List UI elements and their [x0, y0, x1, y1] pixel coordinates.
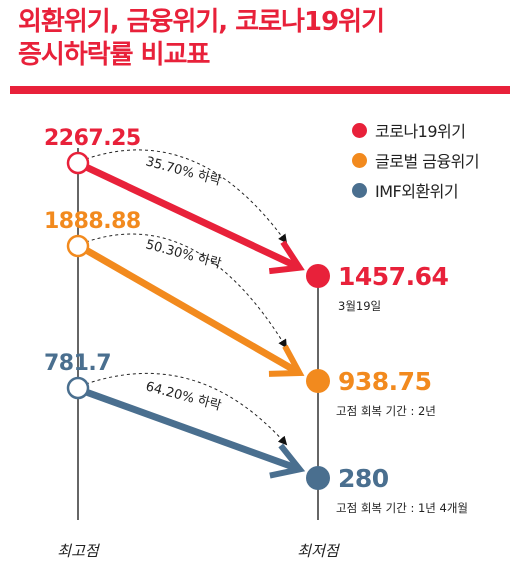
- series-line-covid: [84, 163, 298, 270]
- peak-label-covid: 2267.25: [44, 126, 141, 151]
- legend-dot-financial: [352, 152, 367, 168]
- legend-label-financial: 글로벌 금융위기: [375, 152, 480, 171]
- chart-title: 외환위기, 금융위기, 코로나19위기 증시하락률 비교표: [18, 6, 508, 72]
- legend: 코로나19위기 글로벌 금융위기 IMF외환위기: [352, 115, 480, 205]
- title-line-2: 증시하락률 비교표: [18, 40, 210, 70]
- guide-arrow-financial: [85, 233, 287, 349]
- x-tick-label-trough: 최저점: [297, 542, 341, 560]
- legend-dot-covid: [352, 122, 367, 138]
- trough-label-financial: 938.75: [338, 367, 431, 396]
- legend-item-covid: 코로나19위기: [352, 115, 479, 145]
- decline-label-covid: 35.70% 하락: [144, 154, 223, 189]
- series-arrowhead-financial: [268, 344, 305, 377]
- trough-label-imf: 280: [338, 464, 389, 493]
- x-tick-label-peak: 최고점: [57, 542, 101, 560]
- guide-arrow-imf: [85, 373, 288, 446]
- legend-label-imf: IMF외환위기: [375, 182, 459, 201]
- series-arrowhead-covid: [268, 240, 305, 275]
- trough-note-covid: 3월19일: [338, 299, 381, 313]
- trough-point-financial: [306, 369, 330, 393]
- trough-note-financial: 고점 회복 기간 : 2년: [336, 404, 436, 418]
- decline-label-financial: 50.30% 하락: [144, 237, 223, 272]
- title-divider: [10, 86, 510, 94]
- decline-label-imf: 64.20% 하락: [144, 379, 223, 414]
- legend-label-covid: 코로나19위기: [375, 122, 466, 141]
- peak-label-financial: 1888.88: [44, 209, 141, 234]
- peak-point-covid: [66, 151, 90, 175]
- legend-item-financial: 글로벌 금융위기: [352, 145, 480, 175]
- series-arrowhead-imf: [269, 443, 306, 479]
- trough-label-covid: 1457.64: [338, 262, 448, 291]
- series-line-imf: [84, 388, 298, 472]
- trough-point-covid: [306, 264, 330, 288]
- peak-label-imf: 781.7: [44, 351, 111, 376]
- legend-item-imf: IMF외환위기: [352, 175, 479, 205]
- guide-arrow-covid: [85, 149, 288, 244]
- peak-point-imf: [66, 376, 90, 400]
- trough-note-imf: 고점 회복 기간 : 1년 4개월: [336, 501, 468, 515]
- series-line-financial: [84, 246, 298, 375]
- title-line-1: 외환위기, 금융위기, 코로나19위기: [18, 7, 385, 37]
- peak-point-financial: [66, 234, 90, 258]
- legend-dot-imf: [352, 182, 367, 198]
- trough-point-imf: [306, 466, 330, 490]
